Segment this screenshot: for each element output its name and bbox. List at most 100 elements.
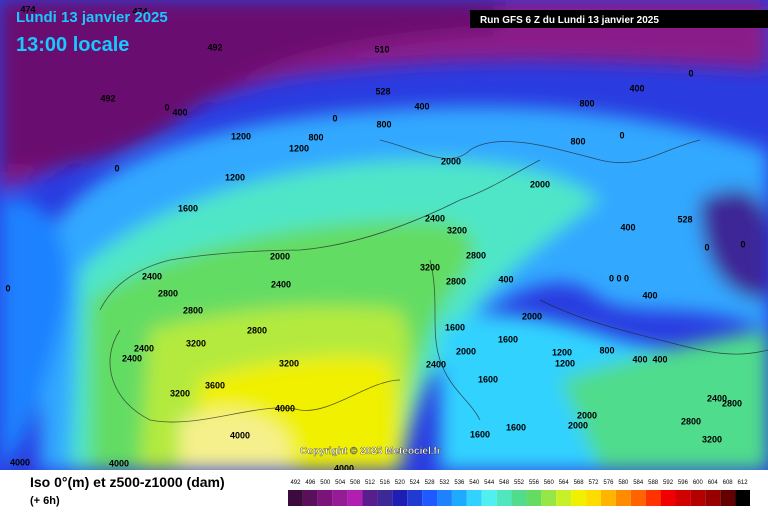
- colorbar-swatch: [600, 490, 616, 506]
- colorbar-tick-label: 532: [439, 480, 450, 486]
- contour-label: 0: [688, 68, 693, 78]
- contour-label: 3200: [186, 338, 206, 348]
- colorbar-tick-label: 540: [469, 480, 480, 486]
- contour-label: 400: [629, 83, 644, 93]
- contour-label: 474: [20, 4, 35, 14]
- colorbar-tick-label: 516: [380, 480, 391, 486]
- contour-label: 2400: [134, 343, 154, 353]
- colorbar-swatch: [481, 490, 497, 506]
- contour-label: 510: [374, 44, 389, 54]
- contour-label: 492: [100, 93, 115, 103]
- contour-label: 492: [207, 42, 222, 52]
- contour-label: 2800: [247, 325, 267, 335]
- colorbar-swatch: [645, 490, 661, 506]
- header-time: 13:00 locale: [16, 34, 129, 56]
- colorbar: 492 496 500 504 508 512 516 520 524 528 532 536 540 5…: [288, 480, 750, 506]
- contour-label: 400: [632, 354, 647, 364]
- colorbar-swatch: [302, 490, 318, 506]
- colorbar-swatch: [556, 490, 572, 506]
- contour-label: 1600: [498, 334, 518, 344]
- contour-label: 0: [5, 283, 10, 293]
- contour-label: 2800: [446, 276, 466, 286]
- contour-label: 2000: [530, 179, 550, 189]
- contour-label: 0: [114, 163, 119, 173]
- contour-label: 0: [704, 242, 709, 252]
- colorbar-swatch: [377, 490, 393, 506]
- contour-label: 2400: [426, 359, 446, 369]
- colorbar-swatch: [511, 490, 527, 506]
- contour-label: 4000: [10, 457, 30, 467]
- contour-label: 2800: [183, 305, 203, 315]
- contour-label: 2000: [270, 251, 290, 261]
- colorbar-swatch: [437, 490, 452, 506]
- contour-label: 528: [677, 214, 692, 224]
- colorbar-swatch: [466, 490, 482, 506]
- contour-label: 2800: [681, 416, 701, 426]
- colorbar-tick-label: 556: [529, 480, 540, 486]
- contour-label: 3200: [279, 358, 299, 368]
- contour-label: 2000: [441, 156, 461, 166]
- contour-label: 1200: [289, 143, 309, 153]
- colorbar-tick-label: 604: [708, 480, 719, 486]
- colorbar-tick-label: 520: [395, 480, 406, 486]
- contour-label: 4000: [109, 458, 129, 468]
- colorbar-tick-label: 584: [633, 480, 644, 486]
- contour-label: 1600: [445, 322, 465, 332]
- contour-label: 528: [375, 86, 390, 96]
- colorbar-swatch: [705, 490, 721, 506]
- colorbar-swatch: [630, 490, 646, 506]
- contour-label: 3200: [702, 434, 722, 444]
- contour-label: 800: [308, 132, 323, 142]
- run-box: [470, 10, 768, 28]
- colorbar-tick-label: 492: [290, 480, 301, 486]
- colorbar-swatch: [526, 490, 542, 506]
- contour-label: 2000: [568, 420, 588, 430]
- contour-label: 800: [570, 136, 585, 146]
- contour-label: 2400: [707, 393, 727, 403]
- contour-label: 1600: [506, 422, 526, 432]
- colorbar-tick-label: 508: [350, 480, 361, 486]
- contour-label: 0: [164, 102, 169, 112]
- contour-label: 400: [652, 354, 667, 364]
- contour-label: 4000: [334, 463, 354, 473]
- contour-label: 4000: [275, 403, 295, 413]
- contour-label: 1600: [178, 203, 198, 213]
- colorbar-tick-label: 496: [305, 480, 316, 486]
- contour-label: 3200: [447, 225, 467, 235]
- colorbar-tick-label: 512: [365, 480, 376, 486]
- contour-label: 3200: [170, 388, 190, 398]
- colorbar-tick-label: 596: [678, 480, 689, 486]
- contour-label: 2000: [522, 311, 542, 321]
- colorbar-swatch: [392, 490, 408, 506]
- colorbar-swatch: [690, 490, 706, 506]
- contour-label: 1200: [231, 131, 251, 141]
- colorbar-tick-label: 528: [425, 480, 436, 486]
- contour-label: 2800: [722, 398, 742, 408]
- contour-label: 0: [740, 239, 745, 249]
- contour-label: 3600: [205, 380, 225, 390]
- colorbar-tick-label: 504: [335, 480, 346, 486]
- colorbar-swatch: [541, 490, 557, 506]
- colorbar-swatch: [347, 490, 363, 506]
- contour-label: 2400: [122, 353, 142, 363]
- colorbar-swatch: [407, 490, 423, 506]
- colorbar-tick-label: 608: [723, 480, 734, 486]
- contour-label: 0 0 0: [609, 273, 629, 283]
- copyright: Copyright © 2025 Meteociel.fr: [300, 446, 441, 457]
- colorbar-tick-label: 600: [693, 480, 704, 486]
- contour-label: 400: [642, 290, 657, 300]
- contour-label: 2400: [271, 279, 291, 289]
- contour-label: 1600: [470, 429, 490, 439]
- contour-label: 0: [332, 113, 337, 123]
- colorbar-tick-label: 580: [618, 480, 629, 486]
- colorbar-tick-label: 572: [589, 480, 600, 486]
- contour-label: 800: [599, 345, 614, 355]
- colorbar-swatch: [586, 490, 601, 506]
- colorbar-tick-label: 552: [514, 480, 525, 486]
- colorbar-tick-label: 524: [410, 480, 421, 486]
- contour-label: 1600: [478, 374, 498, 384]
- colorbar-swatch: [496, 490, 512, 506]
- colorbar-swatch: [735, 490, 750, 506]
